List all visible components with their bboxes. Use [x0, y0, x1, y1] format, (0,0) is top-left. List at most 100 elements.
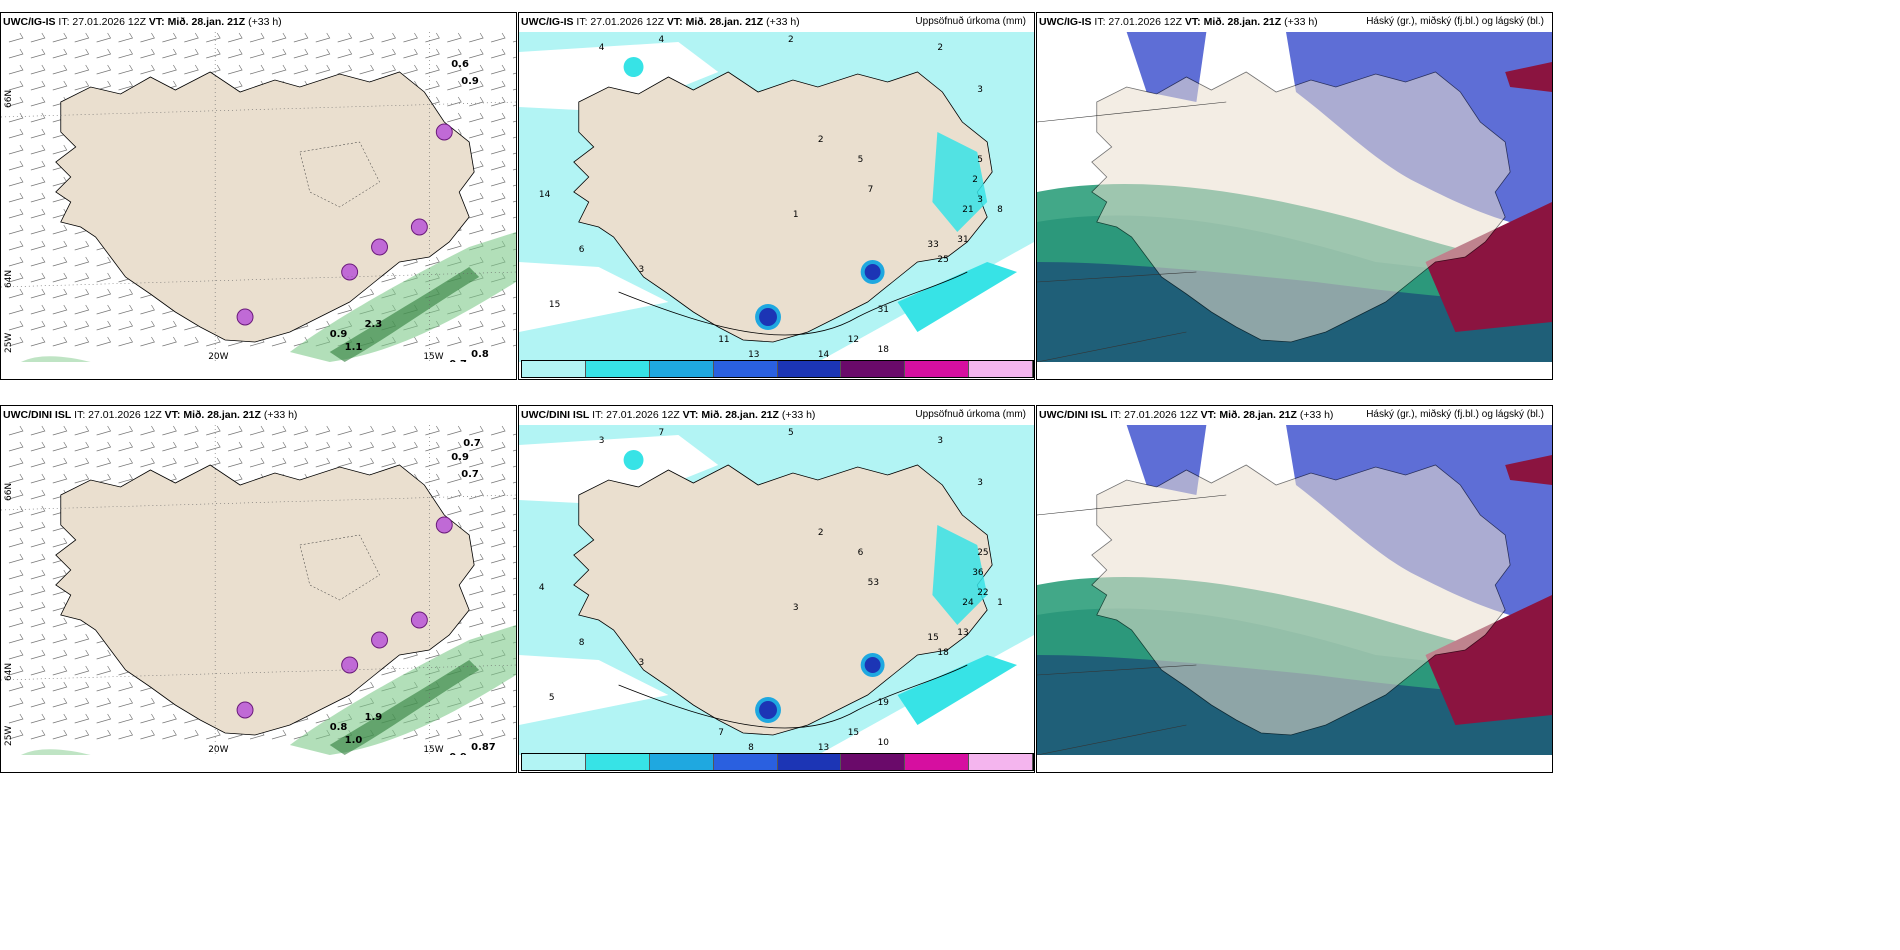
precip-value-label: 25 [937, 255, 948, 265]
wind-barb [469, 569, 484, 580]
wind-barb [8, 208, 24, 219]
colorbar-segment [905, 361, 970, 377]
wind-barb [315, 48, 331, 59]
wind-barb [96, 320, 112, 331]
wind-barb [337, 697, 353, 708]
precip-value-label: 3 [977, 478, 983, 488]
model-name: UWC/DINI ISL [3, 409, 72, 421]
precip-value-label: 15 [927, 633, 938, 643]
wind-barb [8, 80, 24, 91]
dry-area [519, 262, 669, 332]
wind-barb [74, 729, 90, 740]
precip-value-label: 2 [818, 135, 824, 145]
wind-barb [491, 48, 506, 59]
wind-barb [491, 601, 506, 612]
colorbar-tick-label: 150 [898, 772, 913, 773]
wind-barb [447, 425, 462, 436]
colorbar-segment [649, 754, 714, 770]
gust-spot [371, 631, 388, 649]
wind-barb [96, 48, 112, 59]
wind-barb [359, 288, 375, 299]
wind-barb [469, 537, 484, 548]
precip-value-label: 53 [868, 578, 879, 588]
gust-value-label: 0.9 [449, 752, 467, 755]
gust-spot [236, 308, 254, 326]
gust-value-label: 0.6 [451, 59, 469, 70]
wind-barb [469, 320, 484, 331]
wind-barb [52, 697, 68, 708]
colorbar-tick-label: 75 [772, 379, 782, 380]
precip-value-label: 18 [937, 648, 949, 658]
wind-barb [491, 569, 506, 580]
wind-barb [30, 697, 46, 708]
wind-barb [8, 256, 24, 267]
wind-barb [447, 441, 462, 452]
forecast-panel-p5: UWC/DINI ISL IT: 27.01.2026 12Z VT: Mið.… [518, 405, 1035, 773]
wind-barb [74, 697, 90, 708]
wind-barb [118, 697, 134, 708]
precip-value-label: 3 [937, 436, 943, 446]
precip-map: 4 4 2 2 3 5 2 3 21 31 33 25 31 12 14 18 13 11 14 15 8 2 1 5 7 6 3 [519, 32, 1034, 362]
wind-barb [381, 48, 397, 59]
model-name: UWC/DINI ISL [1039, 409, 1108, 421]
wind-barb [162, 32, 177, 43]
wind-barb [293, 441, 309, 452]
wind-barb [337, 48, 353, 59]
lon-label: 15W [423, 745, 443, 755]
wind-barb [52, 681, 68, 692]
wind-barb [469, 521, 484, 532]
wind-barb [184, 64, 199, 75]
lon-label: 20W [208, 352, 228, 362]
wind-barb [52, 224, 68, 235]
wind-barb [52, 240, 68, 251]
wind-barb [184, 457, 199, 468]
colorbar-segment [522, 361, 586, 377]
precip-value-label: 8 [579, 638, 585, 648]
wind-barb [184, 32, 199, 43]
wind-barb [118, 457, 134, 468]
wind-barb [447, 240, 462, 251]
wind-barb [271, 32, 287, 43]
wind-barb [469, 176, 484, 187]
wind-barb [74, 457, 90, 468]
iceland-land [1091, 71, 1511, 343]
wind-barb [52, 272, 68, 283]
colorbar-segment [713, 754, 778, 770]
forecast-panel-p1: UWC/IG-IS IT: 27.01.2026 12Z VT: Mið. 28… [0, 12, 517, 380]
wind-barb [491, 80, 506, 91]
wind-barb [74, 320, 90, 331]
wind-barb [491, 489, 506, 500]
panel-header: UWC/DINI ISL IT: 27.01.2026 12Z VT: Mið.… [521, 409, 815, 421]
wind-barb [30, 665, 46, 676]
wind-barb [30, 505, 46, 516]
precip-value-label: 22 [977, 588, 988, 598]
wind-barb [184, 336, 199, 347]
wind-barb [30, 32, 46, 43]
wind-barb [96, 441, 112, 452]
precip-value-label: 24 [962, 598, 974, 608]
wind-barb [8, 64, 24, 75]
wind-barb [315, 425, 331, 436]
panel-variable-title: Uppsöfnuð úrkoma (mm) [915, 409, 1026, 420]
wind-barb [381, 272, 397, 283]
wind-barb [30, 617, 46, 628]
wind-barb [425, 48, 440, 59]
precip-map: 3 7 5 3 3 25 36 22 24 13 15 18 19 15 13 10 8 7 4 5 1 2 3 6 53 8 3 [519, 425, 1034, 755]
wind-barb [118, 320, 134, 331]
colorbar-tick-label: 200 [962, 379, 977, 380]
wind-barb [118, 64, 134, 75]
wind-barb [8, 537, 24, 548]
gust-value-label: 0.7 [461, 469, 479, 480]
wind-barb [228, 48, 243, 59]
lat-label: 66N [4, 483, 14, 501]
wind-barb [8, 272, 24, 283]
wind-barb [30, 64, 46, 75]
colorbar-segment [777, 361, 842, 377]
lead-time: (+33 h) [778, 409, 816, 421]
lat-label: 66N [4, 90, 14, 108]
wind-barb [469, 601, 484, 612]
wind-barb [491, 224, 506, 235]
panel-variable-title: Uppsöfnuð úrkoma (mm) [915, 16, 1026, 27]
wind-barb [140, 48, 155, 59]
